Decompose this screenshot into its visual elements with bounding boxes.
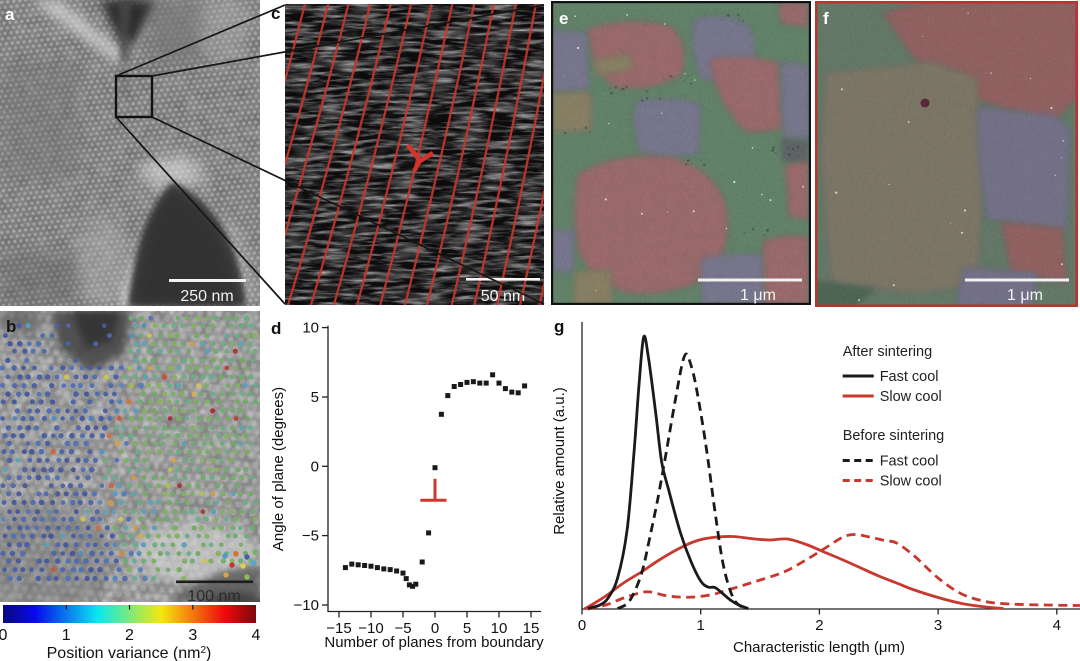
svg-text:15: 15 — [523, 620, 540, 637]
svg-text:3: 3 — [188, 627, 197, 644]
svg-text:0: 0 — [431, 620, 439, 637]
svg-text:−15: −15 — [326, 620, 351, 637]
svg-text:50 nm: 50 nm — [481, 288, 525, 305]
svg-text:4: 4 — [1053, 617, 1061, 634]
svg-text:b: b — [6, 317, 16, 336]
svg-text:After sintering: After sintering — [843, 344, 932, 360]
svg-text:e: e — [559, 9, 568, 28]
svg-text:100 nm: 100 nm — [187, 588, 240, 602]
svg-text:Position variance (nm2): Position variance (nm2) — [47, 645, 212, 661]
svg-text:10: 10 — [302, 320, 319, 337]
svg-text:Slow cool: Slow cool — [880, 389, 942, 405]
svg-text:1: 1 — [697, 617, 705, 634]
svg-text:0: 0 — [311, 458, 319, 475]
svg-text:d: d — [271, 319, 281, 338]
svg-text:Fast cool: Fast cool — [880, 454, 939, 470]
svg-text:−10: −10 — [358, 620, 383, 637]
svg-text:Before sintering: Before sintering — [843, 428, 945, 444]
svg-text:1 μm: 1 μm — [1007, 287, 1043, 304]
svg-text:5: 5 — [311, 389, 319, 406]
svg-text:a: a — [5, 5, 15, 24]
svg-text:250 nm: 250 nm — [180, 288, 233, 305]
svg-text:Characteristic length (μm): Characteristic length (μm) — [733, 639, 905, 656]
svg-text:2: 2 — [815, 617, 823, 634]
svg-text:−10: −10 — [294, 597, 319, 614]
svg-text:5: 5 — [463, 620, 471, 637]
svg-text:−5: −5 — [394, 620, 411, 637]
svg-text:4: 4 — [252, 627, 261, 644]
svg-text:1: 1 — [62, 627, 71, 644]
svg-text:1 μm: 1 μm — [740, 287, 776, 304]
svg-text:−5: −5 — [302, 528, 319, 545]
svg-text:Fast cool: Fast cool — [880, 369, 939, 385]
svg-text:10: 10 — [491, 620, 508, 637]
svg-text:0: 0 — [578, 617, 586, 634]
svg-text:Number of planes from boundary: Number of planes from boundary — [324, 634, 544, 651]
svg-text:f: f — [823, 9, 829, 28]
svg-text:Slow cool: Slow cool — [880, 474, 942, 490]
svg-text:2: 2 — [125, 627, 134, 644]
svg-text:g: g — [554, 317, 564, 336]
svg-text:Angle of plane (degrees): Angle of plane (degrees) — [270, 387, 287, 551]
svg-text:Relative amount (a.u.): Relative amount (a.u.) — [551, 387, 568, 535]
svg-text:0: 0 — [0, 627, 8, 644]
svg-text:3: 3 — [934, 617, 942, 634]
